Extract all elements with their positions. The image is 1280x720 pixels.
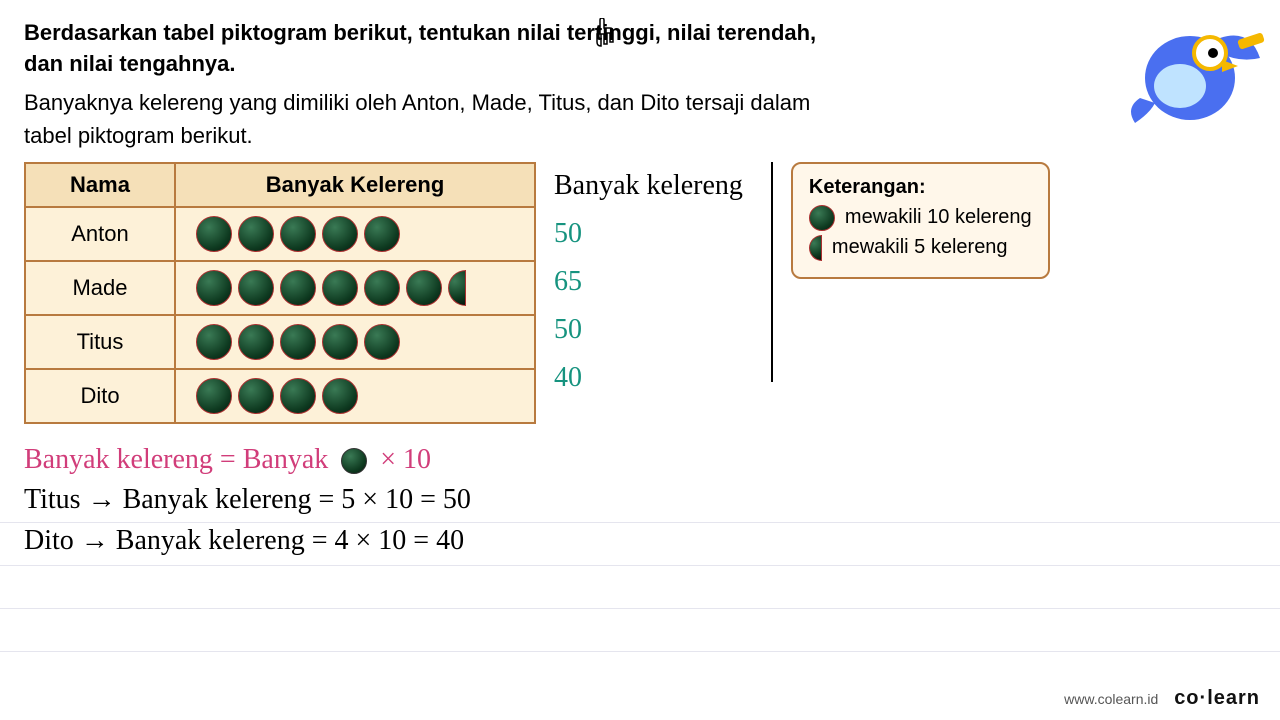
description-line1: Banyaknya kelereng yang dimiliki oleh An… xyxy=(24,90,810,115)
cursor-pointer-icon xyxy=(590,18,618,57)
marble-icon xyxy=(406,270,442,306)
formula-line: Banyak kelereng = Banyak × 10 xyxy=(24,440,1256,481)
marble-full-icon xyxy=(809,205,835,231)
legend-title: Keterangan: xyxy=(809,176,1032,199)
row-name: Anton xyxy=(25,207,175,261)
value-annotations: Banyak kelereng 50655040 xyxy=(554,162,743,403)
marble-icon xyxy=(238,216,274,252)
marble-icon xyxy=(364,216,400,252)
row-marbles xyxy=(175,261,535,315)
description-text: Banyaknya kelereng yang dimiliki oleh An… xyxy=(24,86,1024,152)
marble-icon xyxy=(280,378,316,414)
value-annot: 65 xyxy=(554,258,743,306)
row-name: Titus xyxy=(25,315,175,369)
formula-suffix: × 10 xyxy=(380,444,431,475)
marble-icon xyxy=(280,216,316,252)
legend-full-text: mewakili 10 kelereng xyxy=(845,206,1032,229)
marble-icon xyxy=(322,216,358,252)
table-row: Anton xyxy=(25,207,535,261)
marble-icon xyxy=(280,324,316,360)
description-line2: tabel piktogram berikut. xyxy=(24,123,253,148)
marble-icon xyxy=(238,270,274,306)
marble-icon xyxy=(322,324,358,360)
annot-header: Banyak kelereng xyxy=(554,162,743,210)
table-row: Titus xyxy=(25,315,535,369)
vertical-divider xyxy=(771,162,773,382)
marble-half-icon xyxy=(448,270,466,306)
row-name: Made xyxy=(25,261,175,315)
formula-prefix: Banyak kelereng = Banyak xyxy=(24,444,328,475)
marble-icon xyxy=(238,324,274,360)
marble-icon xyxy=(196,378,232,414)
table-header-name: Nama xyxy=(25,163,175,207)
table-header-count: Banyak Kelereng xyxy=(175,163,535,207)
marble-icon xyxy=(238,378,274,414)
mascot-bird-icon xyxy=(1120,8,1270,143)
handwritten-work: Banyak kelereng = Banyak × 10 Titus → Ba… xyxy=(24,440,1256,562)
calc-line-1: Titus → Banyak kelereng = 5 × 10 = 50 xyxy=(24,480,1256,521)
footer-url: www.colearn.id xyxy=(1064,691,1158,707)
marble-inline-icon xyxy=(341,448,367,474)
marble-icon xyxy=(280,270,316,306)
table-row: Dito xyxy=(25,369,535,423)
question-text: Berdasarkan tabel piktogram berikut, ten… xyxy=(24,18,1024,80)
marble-icon xyxy=(364,270,400,306)
question-line2: dan nilai tengahnya. xyxy=(24,51,235,76)
marble-icon xyxy=(196,270,232,306)
marble-icon xyxy=(364,324,400,360)
marble-icon xyxy=(196,216,232,252)
row-marbles xyxy=(175,315,535,369)
value-annot: 40 xyxy=(554,354,743,402)
footer: www.colearn.id co·learn xyxy=(1064,687,1260,710)
question-line1: Berdasarkan tabel piktogram berikut, ten… xyxy=(24,20,816,45)
marble-icon xyxy=(322,270,358,306)
legend-half-text: mewakili 5 kelereng xyxy=(832,236,1008,259)
calc-line-2: Dito → Banyak kelereng = 4 × 10 = 40 xyxy=(24,521,1256,562)
row-marbles xyxy=(175,207,535,261)
pictogram-table: Nama Banyak Kelereng AntonMadeTitusDito xyxy=(24,162,536,424)
footer-brand: co·learn xyxy=(1174,687,1260,709)
table-row: Made xyxy=(25,261,535,315)
row-name: Dito xyxy=(25,369,175,423)
value-annot: 50 xyxy=(554,210,743,258)
value-annot: 50 xyxy=(554,306,743,354)
row-marbles xyxy=(175,369,535,423)
marble-half-icon xyxy=(809,235,822,261)
legend-box: Keterangan: mewakili 10 kelereng mewakil… xyxy=(791,162,1050,279)
marble-icon xyxy=(322,378,358,414)
marble-icon xyxy=(196,324,232,360)
